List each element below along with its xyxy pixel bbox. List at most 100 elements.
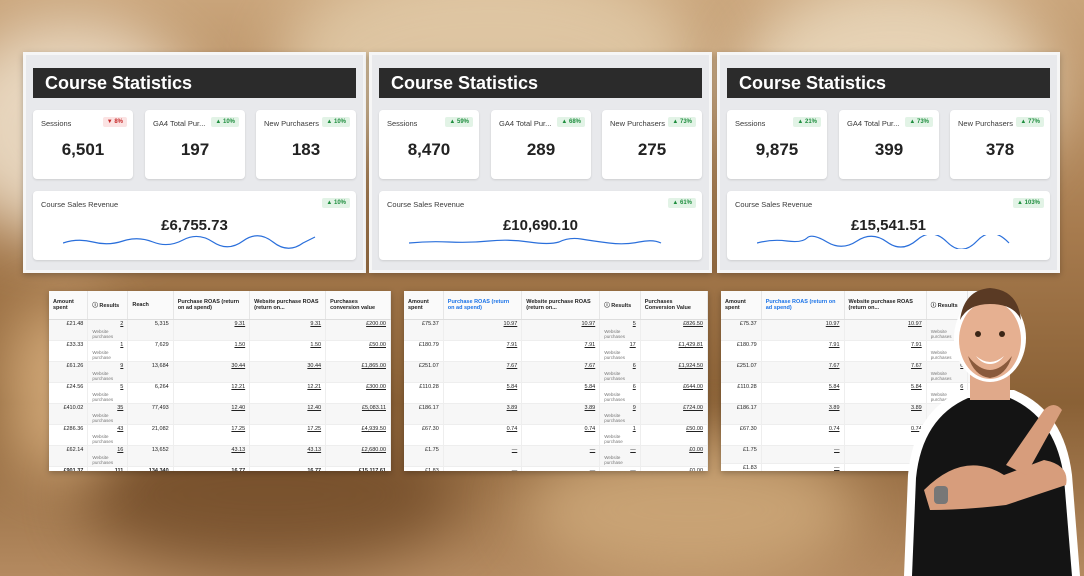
table-cell: 3.89 bbox=[761, 403, 845, 425]
card-label: New Purchasers bbox=[958, 119, 1014, 128]
table-cell: 7.91 bbox=[443, 340, 523, 362]
ga4-purchases-card: GA4 Total Pur... ▲ 10% 197 bbox=[145, 110, 245, 179]
table-cell: £1,429.81 bbox=[640, 340, 708, 362]
table-cell: 7.91 bbox=[521, 340, 601, 362]
table-cell: £110.28 bbox=[721, 382, 762, 404]
table-cell: 12.40 bbox=[173, 403, 251, 425]
column-header[interactable]: Amount spent bbox=[404, 291, 444, 320]
table-cell: 7.91 bbox=[844, 340, 927, 362]
table-cell: £50.00 bbox=[325, 340, 391, 362]
table-cell: £901.37Total Spent bbox=[49, 466, 89, 471]
table-cell: 10.97 bbox=[443, 319, 523, 341]
table-row[interactable]: £21.48 2 Website purchases 5,315 9.31 9.3… bbox=[49, 319, 391, 341]
table-cell: 7.67 bbox=[844, 361, 927, 383]
table-row[interactable]: £62.14 16 Website purchases 13,652 43.13 … bbox=[49, 445, 391, 467]
change-badge: ▼ 8% bbox=[102, 117, 127, 127]
table-row[interactable]: £410.02 35 Website purchases 77,493 12.40… bbox=[49, 403, 391, 425]
table-cell: 5,315 bbox=[127, 319, 174, 341]
table-cell: £1,924.50 bbox=[640, 361, 708, 383]
column-header[interactable]: ⓘ Results bbox=[87, 291, 129, 320]
new-purchasers-card: New Purchasers ▲ 77% 378 bbox=[950, 110, 1050, 179]
change-badge: ▲ 73% bbox=[668, 117, 696, 127]
table-cell: £1.75 bbox=[404, 445, 444, 467]
table-row[interactable]: £1.75 — — — Website purchase £0.00 bbox=[404, 445, 708, 467]
table-cell: 0.74 bbox=[443, 424, 523, 446]
table-cell: 3.89 bbox=[521, 403, 601, 425]
new-purchasers-card: New Purchasers ▲ 73% 275 bbox=[602, 110, 702, 179]
table-cell: £644.00 bbox=[640, 382, 708, 404]
column-header[interactable]: Purchase ROAS (return on ad spend) bbox=[443, 291, 523, 320]
column-header[interactable]: Purchases conversion value bbox=[325, 291, 391, 320]
table-cell: — bbox=[443, 445, 523, 467]
table-cell: 1.50 bbox=[249, 340, 327, 362]
change-badge: ▲ 10% bbox=[211, 117, 239, 127]
table-row[interactable]: £24.56 5 Website purchases 6,264 12.21 12… bbox=[49, 382, 391, 404]
column-header[interactable]: Amount spent bbox=[49, 291, 89, 320]
table-cell: — bbox=[844, 445, 927, 464]
revenue-sparkline bbox=[409, 237, 662, 245]
table-cell: 2 Website purchases bbox=[87, 319, 129, 341]
table-cell: £1.75 bbox=[721, 445, 762, 464]
table-cell: 5.84 bbox=[844, 382, 927, 404]
revenue-sparkline bbox=[63, 235, 316, 249]
table-cell: 10.97 bbox=[521, 319, 601, 341]
course-statistics-panel: Course Statistics Sessions ▼ 8% 6,501 GA… bbox=[23, 52, 366, 273]
table-row[interactable]: £61.26 9 Website purchases 13,684 30.44 3… bbox=[49, 361, 391, 383]
table-cell: £33.33 bbox=[49, 340, 89, 362]
column-header[interactable]: Website purchase ROAS (return on... bbox=[249, 291, 327, 320]
table-cell: — bbox=[521, 466, 601, 471]
table-row[interactable]: £110.28 5.84 5.84 6 Website purchases £64… bbox=[404, 382, 708, 404]
course-statistics-panel: Course Statistics Sessions ▲ 59% 8,470 G… bbox=[369, 52, 712, 273]
table-row[interactable]: £1.83 — — —Website purchase £0.00 bbox=[404, 466, 708, 471]
table-cell: 9.31 bbox=[249, 319, 327, 341]
change-badge: ▲ 61% bbox=[668, 198, 696, 208]
table-cell: £24.56 bbox=[49, 382, 89, 404]
table-row[interactable]: £67.30 0.74 0.74 1 Website purchase £50.0… bbox=[404, 424, 708, 446]
table-row[interactable]: £33.33 1 Website purchase 7,629 1.50 1.50… bbox=[49, 340, 391, 362]
panel-title: Course Statistics bbox=[727, 68, 1050, 98]
ads-table-2: Amount spent Purchase ROAS (return on ad … bbox=[404, 291, 708, 471]
change-badge: ▲ 77% bbox=[1016, 117, 1044, 127]
column-header[interactable]: Purchase ROAS (return on ad spend) bbox=[761, 291, 845, 320]
table-cell: £1,865.00 bbox=[325, 361, 391, 383]
table-cell: £62.14 bbox=[49, 445, 89, 467]
column-header[interactable]: Website purchase ROAS (return on... bbox=[521, 291, 601, 320]
table-cell: 5.84 bbox=[443, 382, 523, 404]
table-row[interactable]: £75.37 10.97 10.97 5 Website purchases £8… bbox=[404, 319, 708, 341]
table-row[interactable]: £180.79 7.91 7.91 17 Website purchases £1… bbox=[404, 340, 708, 362]
revenue-card: Course Sales Revenue ▲ 103% £15,541.51 bbox=[727, 191, 1050, 260]
card-value: £6,755.73 bbox=[161, 217, 228, 234]
table-cell: 7,629 bbox=[127, 340, 174, 362]
table-cell: £251.07 bbox=[404, 361, 444, 383]
table-row[interactable]: £251.07 7.67 7.67 6 Website purchases bbox=[721, 361, 981, 383]
card-value: 378 bbox=[985, 140, 1015, 159]
column-header[interactable]: Reach bbox=[127, 291, 174, 320]
table-cell: £15,117.61Total bbox=[325, 466, 391, 471]
column-header[interactable]: ⓘ Results bbox=[599, 291, 641, 320]
column-header[interactable]: Website purchase ROAS (return on... bbox=[844, 291, 927, 320]
card-label: GA4 Total Pur... bbox=[499, 119, 552, 128]
new-purchasers-card: New Purchasers ▲ 10% 183 bbox=[256, 110, 356, 179]
column-header[interactable]: Purchase ROAS (return on ad spend) bbox=[173, 291, 251, 320]
column-header[interactable]: ⓘ Results bbox=[926, 291, 969, 320]
column-header[interactable]: Amount spent bbox=[721, 291, 762, 320]
table-row[interactable]: £251.07 7.67 7.67 6 Website purchases £1,… bbox=[404, 361, 708, 383]
table-cell: 5.84 bbox=[761, 382, 845, 404]
change-badge: ▲ 21% bbox=[793, 117, 821, 127]
table-cell: 12.21 bbox=[173, 382, 251, 404]
table-row[interactable]: £186.17 3.89 3.89 9 Website purchases £72… bbox=[404, 403, 708, 425]
table-cell: £75.37 bbox=[404, 319, 444, 341]
table-cell: —Website purchase bbox=[599, 466, 641, 471]
table-cell: £410.02 bbox=[49, 403, 89, 425]
card-label: Course Sales Revenue bbox=[41, 200, 119, 209]
table-cell: £826.50 bbox=[640, 319, 708, 341]
table-cell: 43 Website purchases bbox=[87, 424, 129, 446]
table-cell: 111Website purchases bbox=[87, 466, 129, 471]
change-badge: ▲ 10% bbox=[322, 198, 350, 208]
column-header[interactable]: Purchases Conversion Value bbox=[640, 291, 708, 320]
table-cell: £50.00 bbox=[640, 424, 708, 446]
table-row[interactable]: £286.36 43 Website purchases 21,082 17.25… bbox=[49, 424, 391, 446]
table-cell: 134,340Accounts Centre acco... bbox=[127, 466, 174, 471]
table-cell: £75.37 bbox=[721, 319, 762, 341]
